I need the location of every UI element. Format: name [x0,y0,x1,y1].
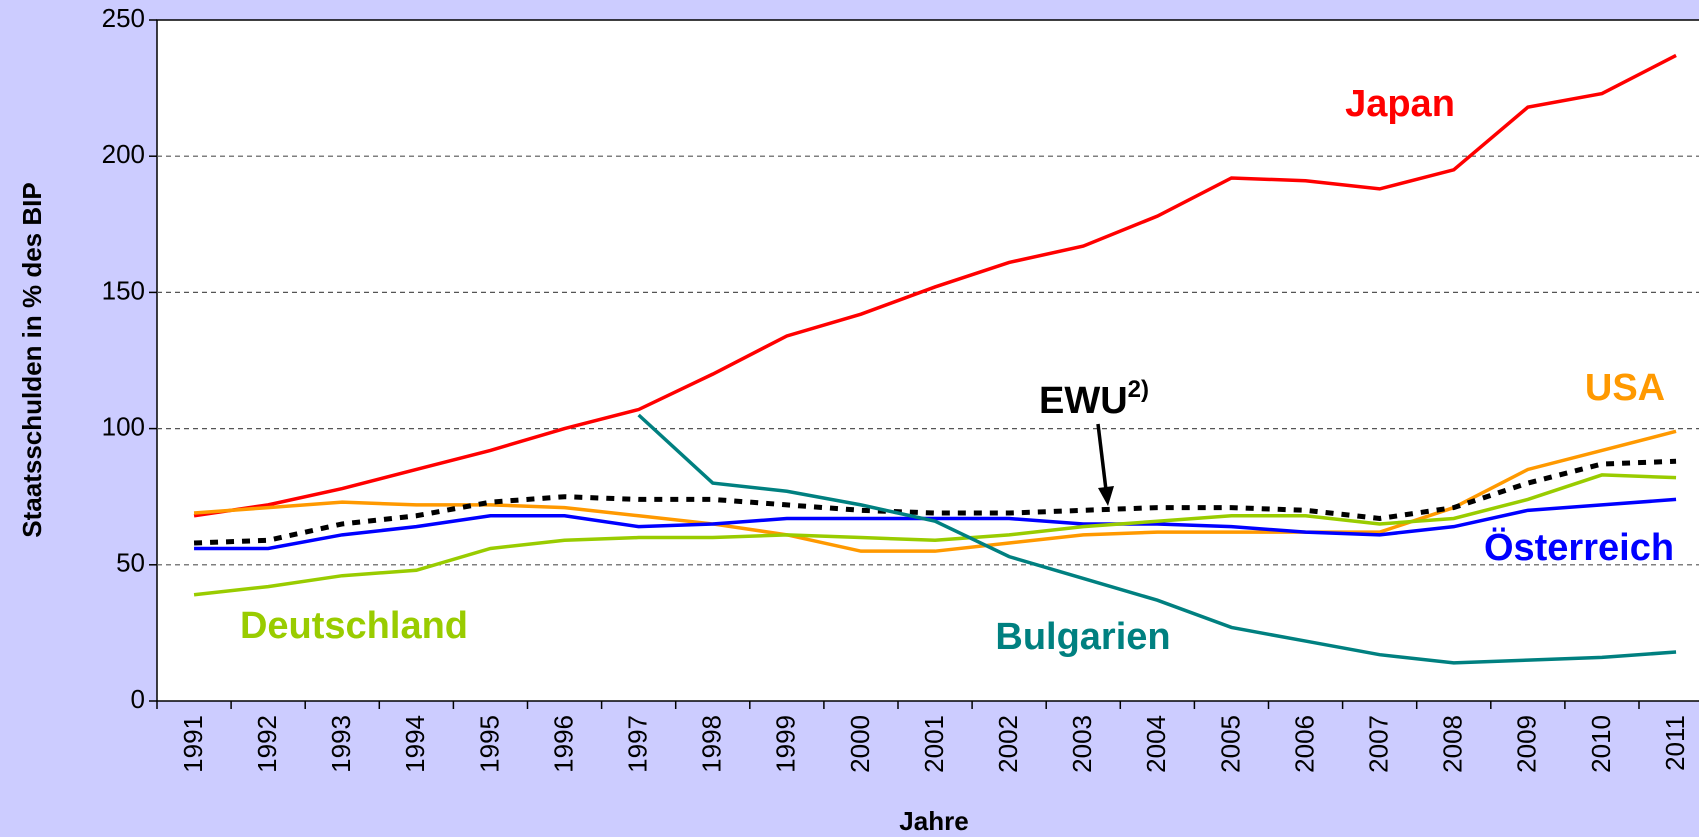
x-tick-label: 2002 [993,715,1023,773]
series-label-superscript: 2) [1128,376,1149,403]
arrow-shaft [1096,423,1108,491]
x-tick-label: 2005 [1215,715,1245,773]
series-label-name: Deutschland [240,605,468,647]
y-tick-label: 250 [102,3,145,33]
x-tick-label: 1996 [548,715,578,773]
series-label-name: Japan [1345,83,1455,125]
x-tick-label: 2001 [919,715,949,773]
series-label-name: Österreich [1484,526,1674,569]
arrow-head [1098,486,1114,506]
x-tick-label: 1991 [178,715,208,773]
plot-area [156,19,1699,702]
x-tick-label: 1998 [697,715,727,773]
x-tick-label: 2006 [1289,715,1319,773]
series-line [194,497,1677,551]
x-tick-label: 2000 [845,715,875,773]
x-tick-label: 2008 [1438,715,1468,773]
x-tick-label: 2010 [1586,715,1616,773]
x-tick-label: 2003 [1067,715,1097,773]
x-tick-label: 2004 [1141,715,1171,773]
series-label: Österreich [1484,526,1674,569]
x-tick-label: 2011 [1660,715,1690,771]
series-label-name: Bulgarien [995,616,1170,658]
series-label: Bulgarien [995,616,1170,658]
series-line [193,53,1677,518]
y-tick-label: 100 [102,411,145,441]
x-tick-label: 1993 [326,715,356,773]
series-line [193,473,1677,597]
series-label: USA [1585,367,1665,409]
y-tick-label: 200 [102,139,145,169]
series-label: Deutschland [240,605,468,647]
x-tick-label: 1995 [474,715,504,773]
series-label: Japan [1345,83,1455,125]
y-tick-label: 150 [102,275,145,305]
x-axis-title: Jahre [899,806,968,836]
x-tick-label: 1999 [771,715,801,773]
y-tick-label: 0 [131,684,145,714]
series-label-name: USA [1585,367,1665,409]
x-tick-label: 2007 [1364,715,1394,773]
x-tick-label: 2009 [1512,715,1542,773]
x-tick-label: 1992 [252,715,282,773]
series-line [193,429,1677,553]
x-tick-label: 1994 [400,715,430,773]
series-label: EWU2) [1039,376,1149,422]
series-line [637,413,1677,665]
x-tick-label: 1997 [623,715,653,773]
y-axis-title: Staatsschulden in % des BIP [17,182,47,537]
series-label-name: EWU [1039,380,1128,422]
y-tick-label: 50 [116,548,145,578]
